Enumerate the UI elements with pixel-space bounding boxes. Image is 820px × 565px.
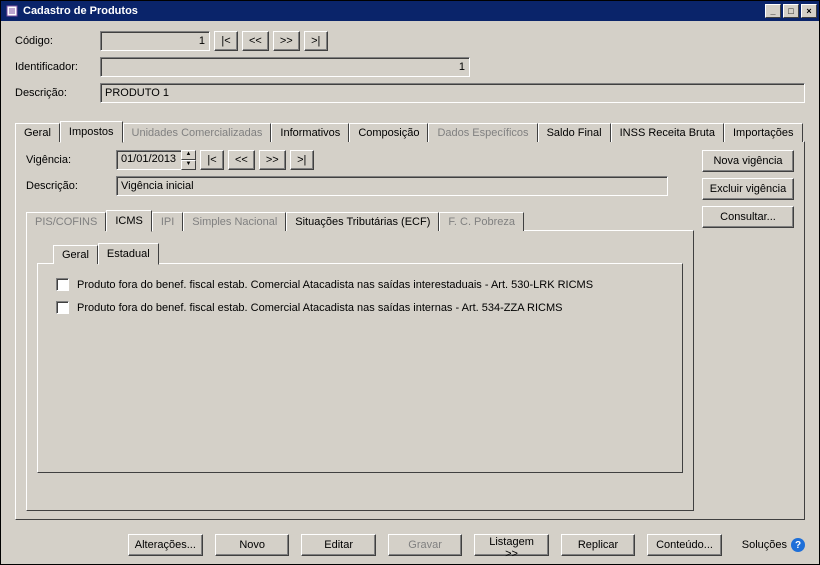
check-internas[interactable] bbox=[56, 301, 69, 314]
editar-button[interactable]: Editar bbox=[301, 534, 375, 556]
titlebar: Cadastro de Produtos _ □ × bbox=[1, 1, 819, 21]
descricao-field[interactable]: PRODUTO 1 bbox=[100, 83, 805, 103]
descricao-label: Descrição: bbox=[15, 87, 100, 99]
date-spin-up[interactable]: ▲ bbox=[181, 150, 196, 160]
tab-dados-especificos: Dados Específicos bbox=[428, 123, 537, 142]
nova-vigencia-button[interactable]: Nova vigência bbox=[702, 150, 794, 172]
vigencia-date-field[interactable]: 01/01/2013 bbox=[116, 150, 181, 170]
tab-informativos[interactable]: Informativos bbox=[271, 123, 349, 142]
help-icon: ? bbox=[791, 538, 805, 552]
identificador-field[interactable]: 1 bbox=[100, 57, 470, 77]
tax-tabstrip: PIS/COFINS ICMS IPI Simples Nacional Sit… bbox=[26, 208, 794, 230]
vig-nav-next-button[interactable]: >> bbox=[259, 150, 286, 170]
nav-first-button[interactable]: |< bbox=[214, 31, 238, 51]
replicar-button[interactable]: Replicar bbox=[561, 534, 635, 556]
conteudo-button[interactable]: Conteúdo... bbox=[647, 534, 721, 556]
minimize-button[interactable]: _ bbox=[765, 4, 781, 18]
tab-pis-cofins: PIS/COFINS bbox=[26, 212, 106, 231]
identificador-label: Identificador: bbox=[15, 61, 100, 73]
window-title: Cadastro de Produtos bbox=[23, 5, 763, 17]
impostos-panel: Nova vigência Excluir vigência Consultar… bbox=[15, 141, 805, 520]
tab-ipi: IPI bbox=[152, 212, 183, 231]
close-button[interactable]: × bbox=[801, 4, 817, 18]
maximize-button[interactable]: □ bbox=[783, 4, 799, 18]
estadual-panel: Produto fora do benef. fiscal estab. Com… bbox=[37, 263, 683, 473]
client-area: Código: 1 |< << >> >| Identificador: 1 D… bbox=[1, 21, 819, 526]
check-interestaduais-label: Produto fora do benef. fiscal estab. Com… bbox=[77, 279, 593, 291]
main-tabstrip: Geral Impostos Unidades Comercializadas … bbox=[15, 119, 805, 141]
tab-importacoes[interactable]: Importações bbox=[724, 123, 803, 142]
tab-geral[interactable]: Geral bbox=[15, 123, 60, 142]
codigo-label: Código: bbox=[15, 35, 100, 47]
excluir-vigencia-button[interactable]: Excluir vigência bbox=[702, 178, 794, 200]
tab-simples-nacional: Simples Nacional bbox=[183, 212, 286, 231]
nav-next-button[interactable]: >> bbox=[273, 31, 300, 51]
vig-descricao-label: Descrição: bbox=[26, 180, 116, 192]
tab-saldo-final[interactable]: Saldo Final bbox=[538, 123, 611, 142]
vig-nav-last-button[interactable]: >| bbox=[290, 150, 314, 170]
nav-prev-button[interactable]: << bbox=[242, 31, 269, 51]
gravar-button: Gravar bbox=[388, 534, 462, 556]
tab-impostos[interactable]: Impostos bbox=[60, 121, 123, 143]
nav-last-button[interactable]: >| bbox=[304, 31, 328, 51]
vig-nav-first-button[interactable]: |< bbox=[200, 150, 224, 170]
subtab-estadual[interactable]: Estadual bbox=[98, 243, 159, 265]
vigencia-label: Vigência: bbox=[26, 154, 116, 166]
tab-fc-pobreza: F. C. Pobreza bbox=[439, 212, 524, 231]
app-icon bbox=[5, 4, 19, 18]
check-interestaduais[interactable] bbox=[56, 278, 69, 291]
alteracoes-button[interactable]: Alterações... bbox=[128, 534, 203, 556]
product-registration-window: Cadastro de Produtos _ □ × Código: 1 |< … bbox=[0, 0, 820, 565]
icms-panel: Geral Estadual Produto fora do benef. fi… bbox=[26, 230, 694, 511]
check-internas-label: Produto fora do benef. fiscal estab. Com… bbox=[77, 302, 562, 314]
tab-composicao[interactable]: Composição bbox=[349, 123, 428, 142]
bottom-toolbar: Alterações... Novo Editar Gravar Listage… bbox=[1, 526, 819, 564]
vig-descricao-field[interactable]: Vigência inicial bbox=[116, 176, 668, 196]
tab-situacoes-tributarias[interactable]: Situações Tributárias (ECF) bbox=[286, 212, 439, 231]
subtab-geral[interactable]: Geral bbox=[53, 245, 98, 264]
solucoes-label: Soluções bbox=[742, 539, 787, 551]
solucoes-link[interactable]: Soluções ? bbox=[742, 538, 805, 552]
tab-inss-receita-bruta[interactable]: INSS Receita Bruta bbox=[611, 123, 724, 142]
date-spin-down[interactable]: ▼ bbox=[181, 160, 196, 170]
codigo-field[interactable]: 1 bbox=[100, 31, 210, 51]
vig-nav-prev-button[interactable]: << bbox=[228, 150, 255, 170]
novo-button[interactable]: Novo bbox=[215, 534, 289, 556]
icms-subtabstrip: Geral Estadual bbox=[53, 241, 683, 263]
listagem-button[interactable]: Listagem >> bbox=[474, 534, 548, 556]
tab-unidades-comercializadas: Unidades Comercializadas bbox=[123, 123, 272, 142]
tab-icms[interactable]: ICMS bbox=[106, 210, 152, 232]
